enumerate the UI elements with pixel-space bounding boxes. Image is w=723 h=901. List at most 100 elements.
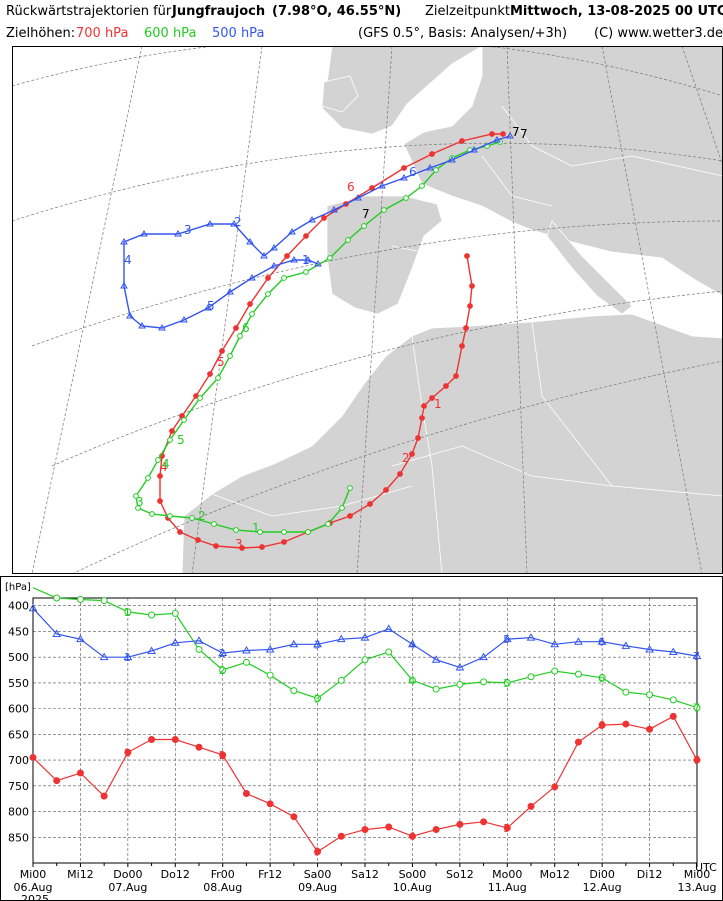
trajectory-day-label: 4 <box>162 457 170 471</box>
header-line-1: Rückwärtstrajektorien für Jungfraujoch (… <box>0 4 723 26</box>
trajectory-day-label: 5 <box>177 433 185 447</box>
x-tick-label: Mi12 <box>67 868 94 881</box>
trajectory-day-label: 7 <box>512 125 520 139</box>
data-point <box>28 603 38 612</box>
chart-series: 1 2 3 4 5 6 7 1 2 3 4 5 6 7 1 2 3 4 5 6 7 <box>28 587 702 859</box>
data-point <box>290 813 298 821</box>
trajectory-marker <box>237 333 243 339</box>
data-point <box>53 777 61 785</box>
data-point <box>526 633 536 641</box>
data-point <box>361 826 369 834</box>
data-point <box>242 790 250 798</box>
data-point <box>503 679 511 687</box>
data-point <box>124 748 132 756</box>
trajectory-line-700 <box>159 133 503 549</box>
data-point <box>598 674 606 682</box>
trajectory-marker <box>403 195 409 201</box>
trajectory-marker <box>308 216 316 223</box>
trajectory-marker <box>206 220 214 227</box>
trajectory-marker <box>195 537 201 543</box>
data-point <box>456 680 464 688</box>
trajectory-day-label: 6 <box>409 165 417 179</box>
x-date-label: 08.Aug <box>203 881 242 894</box>
copyright: (C) www.wetter3.de <box>594 26 723 41</box>
data-point <box>574 670 582 678</box>
trajectory-marker <box>169 428 175 434</box>
trajectory-marker <box>327 255 333 261</box>
x-utc-label: UTC <box>695 861 717 874</box>
trajectory-marker <box>246 238 254 245</box>
data-point <box>432 685 440 693</box>
land-ireland <box>321 75 359 113</box>
series-day-label: 4 <box>408 674 415 687</box>
series-day-label: 2 <box>219 749 226 762</box>
series-500-hpa: 1 2 3 4 5 6 7 <box>28 603 702 671</box>
data-point <box>336 634 346 643</box>
data-point <box>385 648 393 656</box>
series-600-hpa: 1 2 3 4 5 6 7 <box>32 587 701 715</box>
data-point <box>242 658 250 666</box>
data-point <box>480 678 488 686</box>
data-point <box>171 609 179 617</box>
trajectory-marker <box>181 417 187 423</box>
trajectory-day-label: 4 <box>160 460 168 474</box>
x-tick-label: Mi00 <box>20 868 47 881</box>
trajectory-marker <box>459 138 465 144</box>
x-date-label: 13.Aug <box>678 881 717 894</box>
trajectory-marker <box>167 437 173 443</box>
trajectory-marker <box>257 529 263 535</box>
trajectory-marker <box>493 136 501 143</box>
trajectory-marker <box>197 395 203 401</box>
data-point <box>148 736 156 744</box>
data-point <box>622 720 630 728</box>
trajectory-marker <box>120 238 128 245</box>
trajectory-marker <box>383 487 389 493</box>
data-point <box>242 645 251 654</box>
trajectory-marker <box>303 269 309 275</box>
series-day-label: 7 <box>693 754 700 767</box>
data-point <box>456 820 464 828</box>
trajectory-marker <box>270 244 278 251</box>
trajectory-marker <box>347 485 353 491</box>
data-point <box>219 666 227 674</box>
series-day-label: 2 <box>219 664 226 677</box>
trajectory-marker <box>409 451 415 457</box>
trajectory-day-label: 1 <box>252 521 260 535</box>
trajectory-day-label: 2 <box>234 215 242 229</box>
trajectory-day-label: 6 <box>347 180 355 194</box>
series-day-label: 6 <box>598 672 605 685</box>
data-point <box>76 769 84 777</box>
series-day-label: 6 <box>598 636 605 649</box>
x-year-label: 2025 <box>21 893 49 901</box>
data-point <box>597 637 607 645</box>
trajectory-marker <box>174 230 182 237</box>
trajectory-marker <box>429 395 435 401</box>
trajectory-day-label: 6 <box>242 321 250 335</box>
pressure-profile-chart: [hPa] 400 450 500 550 600 650 700 750 800 850 Mi00… <box>0 576 723 901</box>
trajectory-marker <box>470 146 478 153</box>
trajectory-marker <box>126 312 134 319</box>
x-date-label: 11.Aug <box>488 881 527 894</box>
x-tick-label: Sa00 <box>304 868 332 881</box>
data-point <box>432 826 440 834</box>
series-day-label: 7 <box>693 650 700 663</box>
data-point <box>598 721 606 729</box>
trajectory-marker <box>463 325 469 331</box>
series-day-label: 7 <box>693 702 700 715</box>
trajectory-marker <box>339 505 345 511</box>
trajectory-marker <box>426 164 434 171</box>
trajectory-day-label: 1 <box>434 397 442 411</box>
data-point <box>266 671 274 679</box>
data-point <box>669 696 677 704</box>
data-point <box>385 823 393 831</box>
levels-label: Zielhöhen: <box>6 26 76 41</box>
trajectory-marker <box>189 515 195 521</box>
trajectory-marker <box>249 311 255 317</box>
trajectory-marker <box>347 513 353 519</box>
trajectory-marker <box>157 498 163 504</box>
series-day-label: 3 <box>314 692 321 705</box>
trajectory-marker <box>419 183 425 189</box>
data-point <box>646 691 654 699</box>
